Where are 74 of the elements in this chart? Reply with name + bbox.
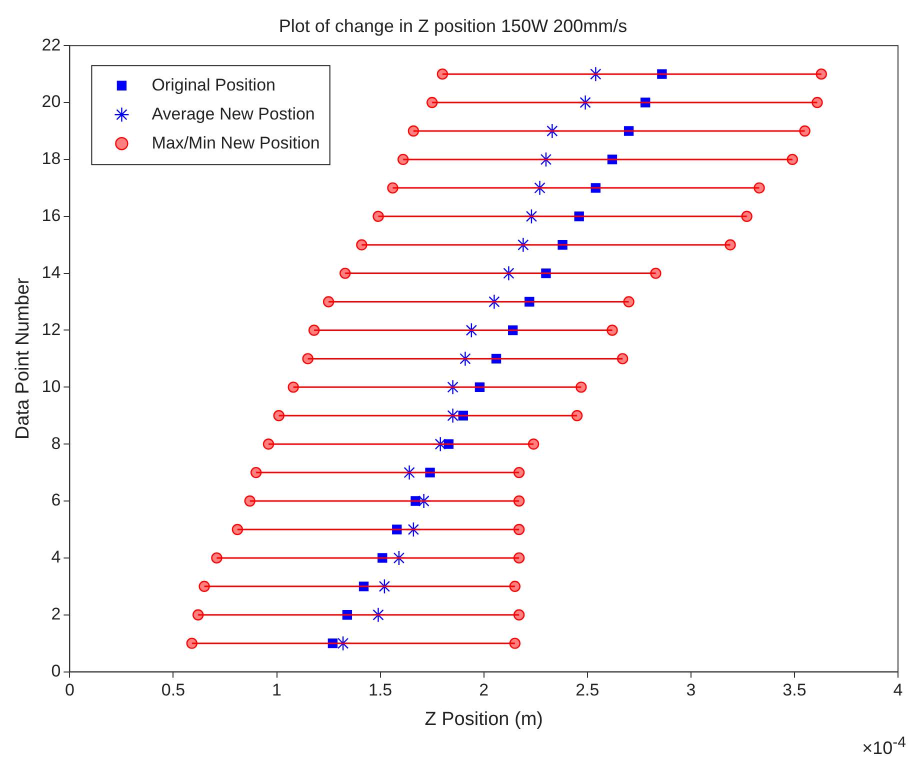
point [724,239,736,250]
y-tick-label: 2 [51,604,61,624]
point [606,324,618,336]
y-tick-label: 8 [51,434,61,453]
x-tick-label: 2.5 [576,680,600,700]
x-tick-label: 0.5 [161,680,186,700]
y-tick-label: 20 [42,92,61,112]
legend-label: Original Position [152,75,276,94]
y-tick-label: 16 [42,206,61,226]
point [623,296,634,308]
point [799,125,810,137]
point [532,180,548,196]
x-tick-label: 2 [479,680,489,700]
y-tick-label: 6 [51,490,61,510]
point [516,237,531,252]
point [232,524,244,536]
x-tick-label: 1.5 [368,680,392,700]
point [741,210,752,222]
point [186,638,198,649]
point [322,296,334,308]
point [513,552,525,564]
point [509,638,521,649]
point [426,96,438,108]
point [288,382,299,393]
point [528,438,540,450]
point [356,239,368,250]
point [302,353,314,364]
point [812,96,823,108]
point [513,524,525,536]
point [262,438,274,450]
point [513,466,525,478]
point [816,68,827,80]
point [397,154,409,166]
point [588,66,604,82]
point [250,466,262,478]
text: ×10$^{-4}$ [862,734,906,759]
y-tick-label: 12 [42,320,61,339]
point [308,324,320,336]
legend-label: Max/Min New Position [152,133,320,152]
point [571,410,583,422]
chart-title: Plot of change in Z position 150W 200mm/s [278,16,628,36]
point [192,609,204,620]
point [387,182,398,194]
point [273,410,284,422]
point [436,68,448,80]
point [513,609,525,620]
x-tick-label: 3 [686,680,696,700]
x-tick-label: 3.5 [782,680,806,700]
y-tick-label: 4 [51,548,61,567]
point [509,580,521,592]
point [198,580,210,592]
y-tick-label: 18 [42,149,61,168]
x-axis-title: Z Position (m) [424,708,543,730]
x-tick-label: 4 [893,680,903,700]
point [372,210,384,222]
y-tick-label: 0 [51,661,61,680]
point [340,268,351,279]
legend-label: Average New Postion [152,104,315,124]
y-tick-label: 14 [42,262,61,282]
point [513,495,525,507]
y-tick-label: 10 [42,376,61,396]
point [211,552,222,564]
point [244,495,256,507]
point [650,268,662,279]
y-axis-title: Data Point Number [12,277,34,440]
point [616,353,628,364]
point [786,154,798,166]
point [408,125,420,137]
y-tick-label: 22 [42,35,61,54]
x-tick-label: 1 [272,680,282,700]
x-tick-label: 0 [64,680,74,700]
point [754,182,765,194]
point [578,94,593,110]
point [576,382,587,393]
